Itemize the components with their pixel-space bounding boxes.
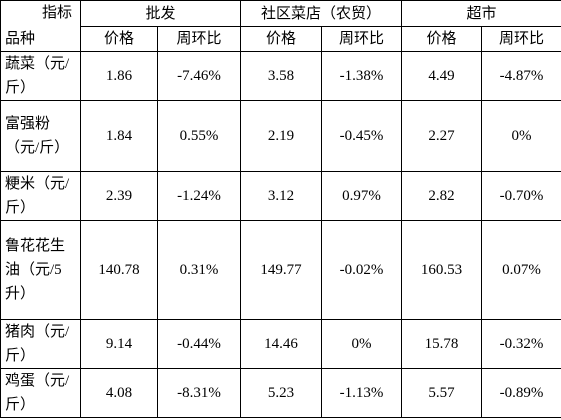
cell: 2.39 [80,171,158,221]
cell: -0.45% [321,100,403,172]
subheader: 价格 [80,26,158,52]
cell: 4.08 [80,368,158,418]
cell: 5.57 [401,368,483,418]
cell: 2.27 [401,100,483,172]
cell: -1.38% [321,51,403,101]
data-row: 鲁花花生油（元/5升） 140.78 0.31% 149.77 -0.02% 160.53… [0,220,561,320]
cell: 15.78 [401,319,483,369]
cell: 0.97% [321,171,403,221]
cell: 9.14 [80,319,158,369]
row-label: 富强粉（元/斤） [0,100,81,172]
data-row: 猪肉（元/斤） 9.14 -0.44% 14.46 0% 15.78 -0.32% [0,319,561,369]
row-label: 猪肉（元/斤） [0,319,81,369]
cell: 3.58 [240,51,323,101]
data-row: 蔬菜（元/斤） 1.86 -7.46% 3.58 -1.38% 4.49 -4.87% [0,51,561,101]
data-row: 鸡蛋（元/斤） 4.08 -8.31% 5.23 -1.13% 5.57 -0.89% [0,368,561,418]
subheader: 价格 [401,26,483,52]
cell: 2.19 [240,100,323,172]
corner-cell: 指标 品种 [0,0,81,52]
row-label: 鸡蛋（元/斤） [0,368,81,418]
header-row: 指标 品种 批发 社区菜店（农贸） 超市 [0,0,561,52]
cell: -1.24% [156,171,242,221]
data-row: 粳米（元/斤） 2.39 -1.24% 3.12 0.97% 2.82 -0.70% [0,171,561,221]
subheader: 周环比 [481,26,561,52]
cell: 160.53 [401,220,483,320]
corner-top: 指标 [41,5,72,21]
cell: -7.46% [156,51,242,101]
cell: 1.84 [80,100,158,172]
subheader-row: 价格 周环比 价格 周环比 价格 周环比 [1,26,561,52]
cell: -0.32% [481,319,561,369]
subheader: 价格 [240,26,323,52]
data-row: 富强粉（元/斤） 1.84 0.55% 2.19 -0.45% 2.27 0% [0,100,561,172]
subheader: 周环比 [321,26,403,52]
cell: -0.44% [156,319,242,369]
cell: -1.13% [321,368,403,418]
cell: 5.23 [240,368,323,418]
corner-bottom: 品种 [5,31,36,47]
cell: -0.70% [481,171,561,221]
row-label: 粳米（元/斤） [0,171,81,221]
cell: 0.55% [156,100,242,172]
subheader: 周环比 [156,26,242,52]
cell: 0.07% [481,220,561,320]
cell: 4.49 [401,51,483,101]
cell: 3.12 [240,171,323,221]
cell: 1.86 [80,51,158,101]
cell: 0.31% [156,220,242,320]
cell: 0% [321,319,403,369]
row-label: 鲁花花生油（元/5升） [0,220,81,320]
cell: 140.78 [80,220,158,320]
cell: 0% [481,100,561,172]
cell: 14.46 [240,319,323,369]
cell: -8.31% [156,368,242,418]
cell: -0.02% [321,220,403,320]
cell: 149.77 [240,220,323,320]
cell: -4.87% [481,51,561,101]
group-header: 社区菜店（农贸） [240,0,403,27]
row-label: 蔬菜（元/斤） [0,51,81,101]
cell: 2.82 [401,171,483,221]
group-header: 批发 [79,0,242,27]
group-header: 超市 [401,0,561,27]
cell: -0.89% [481,368,561,418]
